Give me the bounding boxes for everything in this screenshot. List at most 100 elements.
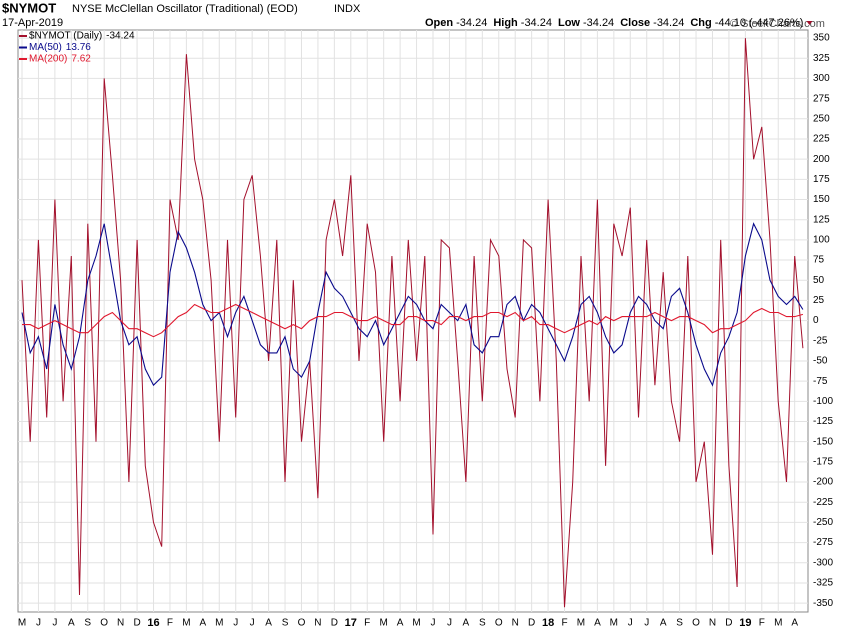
y-tick-label: 100 <box>813 235 830 246</box>
x-tick-label: O <box>692 618 700 629</box>
x-tick-label: J <box>628 618 633 629</box>
x-tick-label: M <box>774 618 782 629</box>
x-tick-label: 16 <box>147 617 159 629</box>
x-tick-label: A <box>68 618 75 629</box>
quote-value: -34.24 <box>521 17 552 29</box>
legend-label: $NYMOT (Daily) <box>29 31 102 42</box>
y-tick-label: -75 <box>813 376 828 387</box>
y-tick-label: 200 <box>813 154 830 165</box>
x-tick-label: J <box>447 618 452 629</box>
y-tick-label: 0 <box>813 315 819 326</box>
x-tick-label: N <box>117 618 124 629</box>
x-tick-label: A <box>791 618 798 629</box>
x-tick-label: D <box>528 618 535 629</box>
legend-value: 13.76 <box>66 42 91 53</box>
x-tick-label: A <box>265 618 272 629</box>
x-tick-label: D <box>725 618 732 629</box>
y-tick-label: -275 <box>813 537 833 548</box>
x-tick-label: J <box>250 618 255 629</box>
x-tick-label: M <box>215 618 223 629</box>
y-tick-label: 25 <box>813 295 825 306</box>
x-tick-label: F <box>561 618 567 629</box>
quote-label: High <box>493 17 518 29</box>
legend-value: -34.24 <box>106 31 135 42</box>
y-tick-label: 325 <box>813 53 830 64</box>
y-tick-label: -50 <box>813 356 828 367</box>
x-tick-label: M <box>610 618 618 629</box>
quote-value: -34.24 <box>456 17 487 29</box>
quote-value: -34.24 <box>583 17 614 29</box>
x-tick-label: D <box>331 618 338 629</box>
quote-label: Open <box>425 17 453 29</box>
quote-label: Close <box>620 17 650 29</box>
y-tick-label: 175 <box>813 174 830 185</box>
chart-name: NYSE McClellan Oscillator (Traditional) … <box>72 3 298 15</box>
down-arrow <box>806 21 813 25</box>
x-tick-label: N <box>314 618 321 629</box>
y-tick-label: -225 <box>813 497 833 508</box>
legend-label: MA(50) <box>29 42 62 53</box>
x-tick-label: 18 <box>542 617 554 629</box>
x-tick-label: N <box>512 618 519 629</box>
series-line <box>21 222 804 387</box>
x-tick-label: A <box>200 618 207 629</box>
x-tick-label: J <box>431 618 436 629</box>
x-tick-label: J <box>644 618 649 629</box>
x-tick-label: A <box>463 618 470 629</box>
x-tick-label: A <box>660 618 667 629</box>
y-tick-label: -200 <box>813 477 833 488</box>
y-tick-label: 50 <box>813 275 825 286</box>
exchange: INDX <box>334 3 361 15</box>
y-tick-label: 250 <box>813 113 830 124</box>
y-tick-label: -250 <box>813 517 833 528</box>
y-tick-label: 300 <box>813 73 830 84</box>
x-tick-label: F <box>167 618 173 629</box>
date: 17-Apr-2019 <box>2 17 63 29</box>
y-tick-label: 225 <box>813 134 830 145</box>
quote-label: Chg <box>690 17 711 29</box>
y-tick-label: 125 <box>813 214 830 225</box>
legend-value: 7.62 <box>71 54 91 65</box>
x-tick-label: S <box>479 618 486 629</box>
x-tick-label: A <box>594 618 601 629</box>
x-tick-label: J <box>36 618 41 629</box>
y-tick-label: -350 <box>813 598 833 609</box>
watermark: © StockCharts.com <box>730 18 825 30</box>
legend-label: MA(200) <box>29 54 67 65</box>
x-tick-label: J <box>233 618 238 629</box>
x-tick-label: O <box>100 618 108 629</box>
y-tick-label: -325 <box>813 578 833 589</box>
y-tick-label: 350 <box>813 33 830 44</box>
x-tick-label: N <box>709 618 716 629</box>
x-tick-label: S <box>282 618 289 629</box>
y-tick-label: 275 <box>813 93 830 104</box>
quote-value: -44.10 (-447.26%) <box>715 17 804 29</box>
x-tick-label: 19 <box>739 617 751 629</box>
y-tick-label: -25 <box>813 335 828 346</box>
x-tick-label: J <box>52 618 57 629</box>
x-tick-label: 17 <box>345 617 357 629</box>
x-tick-label: O <box>298 618 306 629</box>
y-tick-label: 75 <box>813 255 825 266</box>
x-tick-label: D <box>133 618 140 629</box>
quote-value: -34.24 <box>653 17 684 29</box>
symbol: $NYMOT <box>2 0 56 15</box>
x-tick-label: M <box>18 618 26 629</box>
x-tick-label: A <box>397 618 404 629</box>
series-line <box>22 303 804 338</box>
y-tick-label: 150 <box>813 194 830 205</box>
y-tick-label: -125 <box>813 416 833 427</box>
quote-label: Low <box>558 17 580 29</box>
x-tick-label: M <box>412 618 420 629</box>
y-tick-label: -100 <box>813 396 833 407</box>
x-tick-label: O <box>495 618 503 629</box>
y-tick-label: -150 <box>813 436 833 447</box>
x-tick-label: M <box>182 618 190 629</box>
x-tick-label: F <box>759 618 765 629</box>
y-tick-label: -300 <box>813 557 833 568</box>
x-tick-label: M <box>577 618 585 629</box>
x-tick-label: M <box>380 618 388 629</box>
x-tick-label: S <box>676 618 683 629</box>
x-tick-label: S <box>84 618 91 629</box>
